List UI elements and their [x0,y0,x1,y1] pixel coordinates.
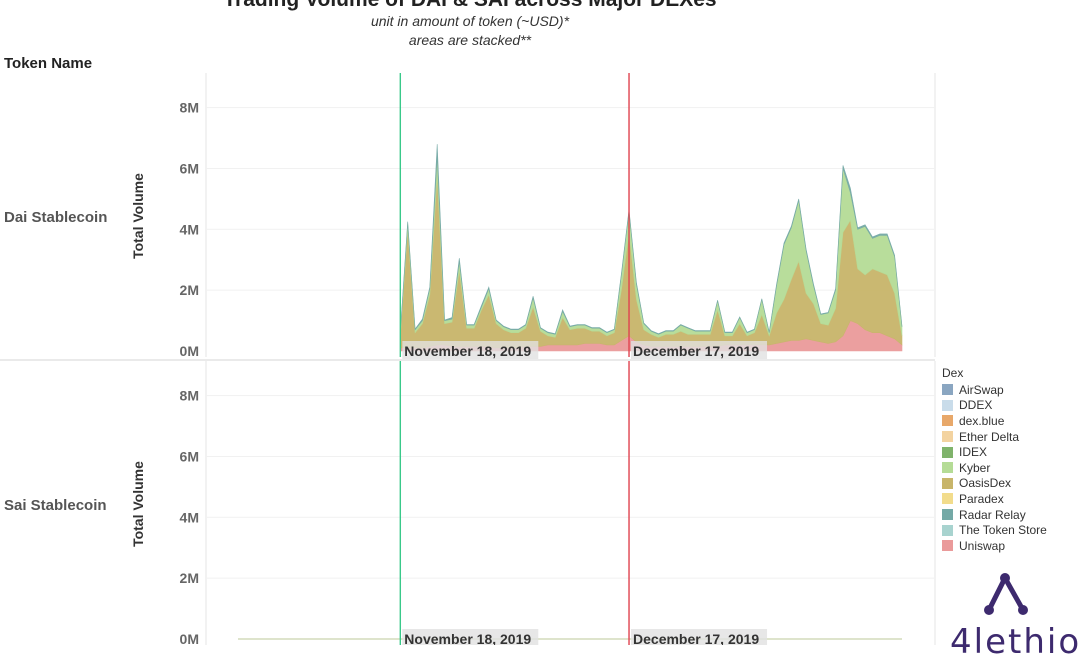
legend-swatch [942,462,953,474]
legend-item[interactable]: DDEX [942,398,1047,414]
legend-swatch [942,540,953,552]
reference-label-bg [631,341,768,359]
y-tick-label: 4M [180,509,199,525]
logo-dot [1000,573,1010,583]
y-tick-label: 0M [180,631,199,645]
legend-item[interactable]: Uniswap [942,538,1047,554]
token-label-dai: Dai Stablecoin [4,209,108,226]
reference-label-bg [402,629,539,645]
y-tick-label: 4M [180,221,199,237]
legend-label: dex.blue [959,413,1005,428]
y-tick-label: 8M [180,388,199,404]
legend-swatch [942,524,953,536]
logo-dot [984,605,994,615]
legend-label: Paradex [959,491,1004,506]
legend-label: IDEX [959,445,988,460]
legend-swatch [942,431,953,443]
legend-item[interactable]: The Token Store [942,522,1047,538]
y-axis-label: Total Volume [130,173,146,259]
chart-title: Trading Volume of DAI & SAI across Major… [200,0,740,12]
legend-label: AirSwap [959,382,1004,397]
legend-label: OasisDex [959,476,1012,491]
legend-title: Dex [942,366,964,380]
reference-label-bg [631,629,768,645]
y-tick-label: 6M [180,448,199,464]
legend-item[interactable]: Radar Relay [942,507,1047,523]
legend-swatch [942,415,953,427]
legend-swatch [942,493,953,505]
legend-item[interactable]: Paradex [942,491,1047,507]
y-tick-label: 0M [180,343,199,359]
legend: Dex AirSwap DDEX dex.blue Ether Delta IDEX Ky… [942,366,1047,554]
legend-label: The Token Store [959,523,1047,538]
y-axis-label: Total Volume [130,461,146,547]
y-tick-label: 6M [180,160,199,176]
logo-dot [1018,605,1028,615]
legend-swatch [942,399,953,411]
legend-swatch [942,384,953,396]
legend-item[interactable]: AirSwap [942,382,1047,398]
y-tick-label: 2M [180,570,199,586]
legend-item[interactable]: Kyber [942,460,1047,476]
chart-subtitle-unit: unit in amount of token (~USD)* [370,13,570,29]
legend-label: Ether Delta [959,429,1020,444]
legend-label: Kyber [959,460,991,475]
reference-line-label: December 17, 2019 [633,343,759,359]
legend-item[interactable]: Ether Delta [942,429,1047,445]
token-label-sai: Sai Stablecoin [4,497,107,514]
legend-item[interactable]: OasisDex [942,476,1047,492]
legend-swatch [942,509,953,521]
logo-mark [986,575,1008,613]
reference-line-label: December 17, 2019 [633,631,759,645]
legend-swatch [942,477,953,489]
token-name-header: Token Name [4,55,93,72]
area-series-radar-relay [400,144,903,335]
area-series-kyber [400,156,903,338]
legend-swatch [942,446,953,458]
logo-mark [1002,575,1026,613]
reference-line-label: November 18, 2019 [404,631,531,645]
legend-item[interactable]: IDEX [942,444,1047,460]
chart-canvas[interactable]: 0M 2M 4M 6M 8M Total Volume November 18, 2019 D… [0,0,1080,645]
chart-subtitle-stacked: areas are stacked** [408,32,532,48]
legend-label: Radar Relay [959,507,1026,522]
alethio-logo: 4lethio [950,622,1080,662]
y-tick-label: 8M [180,100,199,116]
reference-line-label: November 18, 2019 [404,343,531,359]
legend-item[interactable]: dex.blue [942,413,1047,429]
y-tick-label: 2M [180,282,199,298]
legend-label: Uniswap [959,538,1006,553]
legend-label: DDEX [959,398,993,413]
reference-label-bg [402,341,539,359]
